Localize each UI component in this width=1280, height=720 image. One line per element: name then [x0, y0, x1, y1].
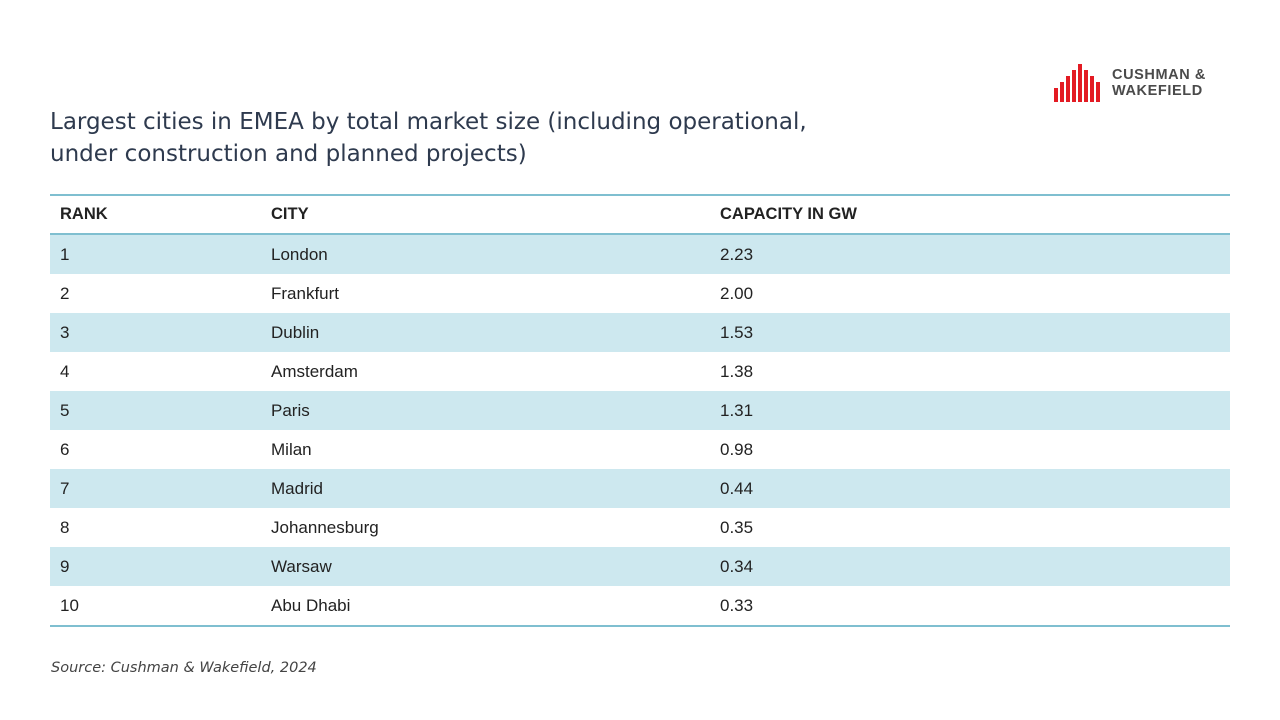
cell-capacity: 1.53: [720, 322, 754, 342]
cell-rank: 5: [60, 400, 70, 420]
source-note: Source: Cushman & Wakefield, 2024: [51, 660, 317, 676]
table-header-row: RANK CITY CAPACITY IN GW: [50, 196, 1230, 235]
table-row: 7 Madrid 0.44: [50, 469, 1230, 508]
table-body: 1 London 2.23 2 Frankfurt 2.00 3 Dublin 1.53 4 Ams…: [50, 235, 1230, 625]
table-row: 9 Warsaw 0.34: [50, 547, 1230, 586]
table-row: 3 Dublin 1.53: [50, 313, 1230, 352]
header-rank: RANK: [60, 205, 108, 223]
cell-rank: 8: [60, 517, 70, 537]
cell-city: Johannesburg: [271, 517, 379, 537]
cell-city: London: [271, 244, 328, 264]
title-line1: Largest cities in EMEA by total market s…: [50, 109, 807, 135]
chart-title: Largest cities in EMEA by total market s…: [50, 106, 870, 170]
cell-rank: 10: [60, 595, 79, 615]
cell-capacity: 0.34: [720, 556, 754, 576]
cell-capacity: 0.98: [720, 439, 754, 459]
cell-city: Amsterdam: [271, 361, 358, 381]
cell-city: Dublin: [271, 322, 320, 342]
logo-line2: WAKEFIELD: [1112, 83, 1203, 99]
cell-capacity: 0.35: [720, 517, 754, 537]
table-row: 5 Paris 1.31: [50, 391, 1230, 430]
table-row: 4 Amsterdam 1.38: [50, 352, 1230, 391]
table-row: 6 Milan 0.98: [50, 430, 1230, 469]
table-row: 2 Frankfurt 2.00: [50, 274, 1230, 313]
cell-rank: 9: [60, 556, 70, 576]
title-line2: under construction and planned projects): [50, 141, 527, 167]
header-city: CITY: [271, 205, 309, 223]
cell-city: Milan: [271, 439, 312, 459]
header-capacity: CAPACITY IN GW: [720, 205, 857, 223]
cell-city: Paris: [271, 400, 310, 420]
cell-capacity: 2.00: [720, 283, 754, 303]
company-logo: CUSHMAN & WAKEFIELD: [1054, 63, 1234, 103]
cell-capacity: 0.44: [720, 478, 754, 498]
cell-rank: 2: [60, 283, 70, 303]
cell-city: Madrid: [271, 478, 323, 498]
cell-rank: 1: [60, 244, 70, 264]
cell-capacity: 2.23: [720, 244, 754, 264]
building-bars-icon: [1054, 64, 1100, 102]
cell-rank: 6: [60, 439, 70, 459]
cell-city: Frankfurt: [271, 283, 340, 303]
cell-city: Warsaw: [271, 556, 332, 576]
logo-line1: CUSHMAN &: [1112, 67, 1207, 83]
cell-capacity: 0.33: [720, 595, 754, 615]
cell-capacity: 1.38: [720, 361, 754, 381]
table-row: 8 Johannesburg 0.35: [50, 508, 1230, 547]
market-size-table: RANK CITY CAPACITY IN GW 1 London 2.23 2 Fra…: [50, 194, 1230, 627]
table-row: 1 London 2.23: [50, 235, 1230, 274]
cell-rank: 4: [60, 361, 70, 381]
cell-rank: 7: [60, 478, 70, 498]
cell-capacity: 1.31: [720, 400, 754, 420]
table-row: 10 Abu Dhabi 0.33: [50, 586, 1230, 625]
cell-rank: 3: [60, 322, 70, 342]
cell-city: Abu Dhabi: [271, 595, 351, 615]
